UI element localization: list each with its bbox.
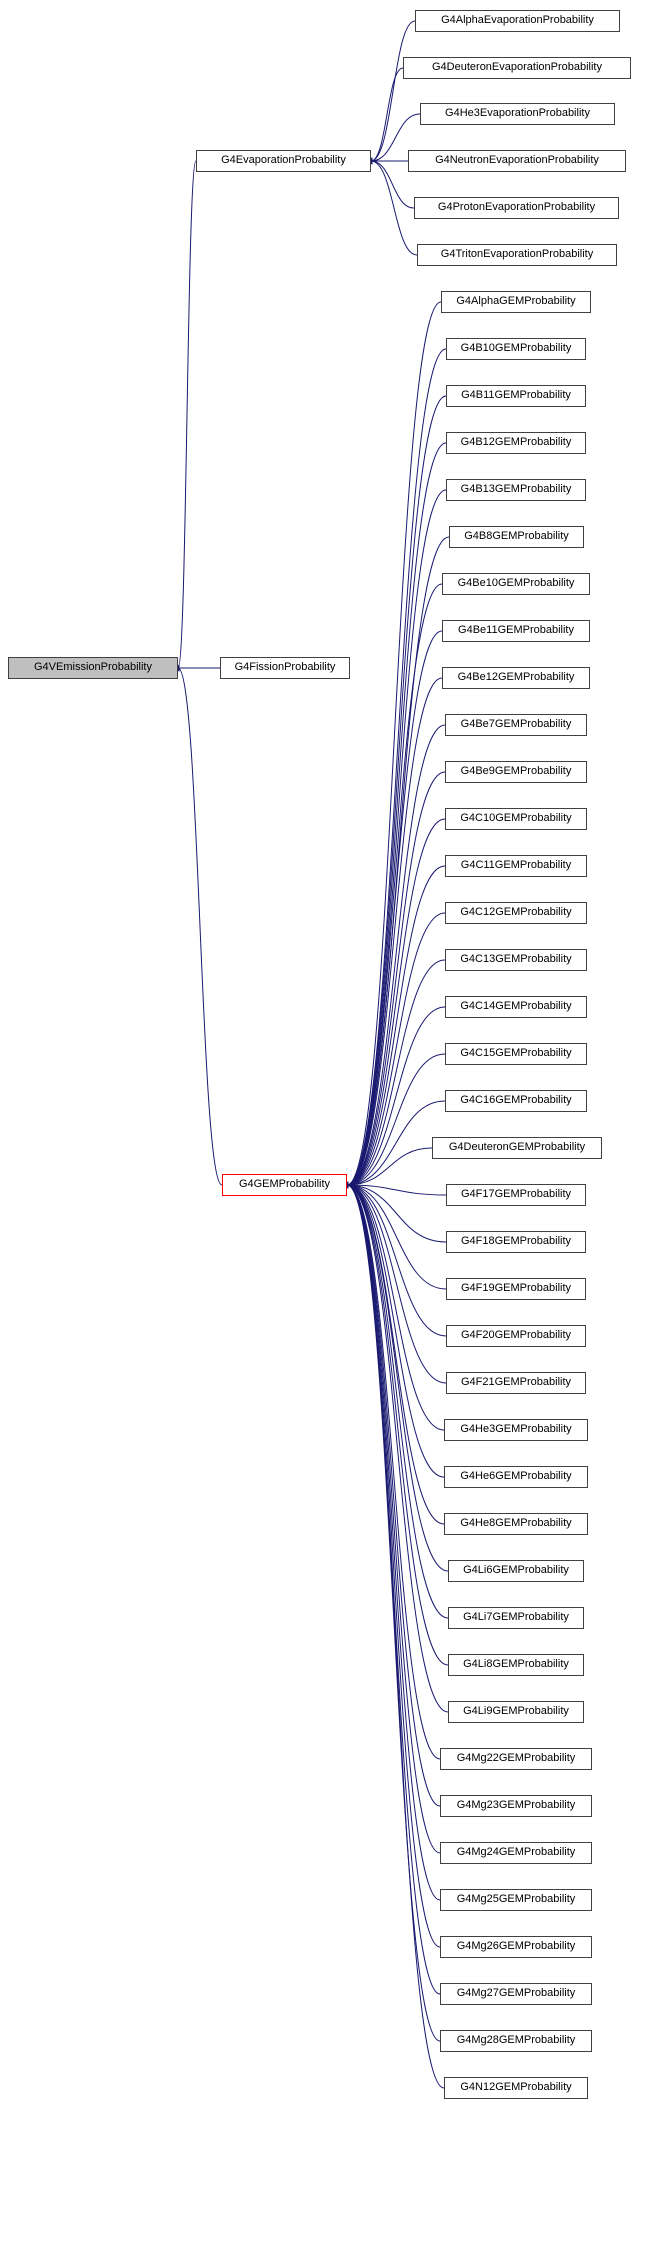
node-gem_alpha[interactable]: G4AlphaGEMProbability: [441, 291, 591, 313]
edge: [347, 819, 445, 1185]
node-evap_deuteron[interactable]: G4DeuteronEvaporationProbability: [403, 57, 631, 79]
edge: [347, 1185, 444, 1477]
node-gem_he6[interactable]: G4He6GEMProbability: [444, 1466, 588, 1488]
node-gem_f18[interactable]: G4F18GEMProbability: [446, 1231, 586, 1253]
node-gem_mg26[interactable]: G4Mg26GEMProbability: [440, 1936, 592, 1958]
node-gem_be10[interactable]: G4Be10GEMProbability: [442, 573, 590, 595]
node-gem_mg22[interactable]: G4Mg22GEMProbability: [440, 1748, 592, 1770]
edge: [347, 1185, 440, 1806]
edge: [347, 1185, 444, 1524]
edge: [347, 1101, 445, 1185]
node-root[interactable]: G4VEmissionProbability: [8, 657, 178, 679]
node-evap_he3[interactable]: G4He3EvaporationProbability: [420, 103, 615, 125]
edge-group: [178, 21, 449, 2088]
node-gem_f20[interactable]: G4F20GEMProbability: [446, 1325, 586, 1347]
edge: [347, 1185, 440, 2041]
edge: [347, 1148, 432, 1185]
edge: [347, 349, 446, 1185]
edge: [347, 1185, 446, 1195]
edge: [347, 1007, 445, 1185]
node-gem_deut[interactable]: G4DeuteronGEMProbability: [432, 1137, 602, 1159]
node-gem_be7[interactable]: G4Be7GEMProbability: [445, 714, 587, 736]
node-gem_li8[interactable]: G4Li8GEMProbability: [448, 1654, 584, 1676]
edge: [347, 443, 446, 1185]
edge: [347, 396, 446, 1185]
edge: [178, 668, 222, 1185]
edge: [347, 631, 442, 1185]
node-gem_c11[interactable]: G4C11GEMProbability: [445, 855, 587, 877]
node-gem_f21[interactable]: G4F21GEMProbability: [446, 1372, 586, 1394]
edge: [347, 1185, 448, 1571]
edge: [347, 1185, 446, 1336]
edge: [347, 960, 445, 1185]
node-gem_f17[interactable]: G4F17GEMProbability: [446, 1184, 586, 1206]
node-gem_li9[interactable]: G4Li9GEMProbability: [448, 1701, 584, 1723]
edge: [347, 490, 446, 1185]
edge: [371, 161, 417, 255]
node-gem_mg28[interactable]: G4Mg28GEMProbability: [440, 2030, 592, 2052]
node-gem_c14[interactable]: G4C14GEMProbability: [445, 996, 587, 1018]
node-gem_c10[interactable]: G4C10GEMProbability: [445, 808, 587, 830]
inheritance-diagram: G4VEmissionProbability G4EvaporationProba…: [0, 0, 664, 2267]
node-gem_li7[interactable]: G4Li7GEMProbability: [448, 1607, 584, 1629]
edge: [347, 302, 441, 1185]
node-evap[interactable]: G4EvaporationProbability: [196, 150, 371, 172]
node-gem_li6[interactable]: G4Li6GEMProbability: [448, 1560, 584, 1582]
edge: [347, 1185, 448, 1665]
edge: [371, 68, 403, 161]
edge: [347, 772, 445, 1185]
node-gem_n12[interactable]: G4N12GEMProbability: [444, 2077, 588, 2099]
node-gem_b12[interactable]: G4B12GEMProbability: [446, 432, 586, 454]
edge: [347, 1185, 440, 1759]
node-gem_he8[interactable]: G4He8GEMProbability: [444, 1513, 588, 1535]
node-evap_alpha[interactable]: G4AlphaEvaporationProbability: [415, 10, 620, 32]
node-gem_c13[interactable]: G4C13GEMProbability: [445, 949, 587, 971]
edge: [347, 1185, 440, 1853]
node-evap_proton[interactable]: G4ProtonEvaporationProbability: [414, 197, 619, 219]
node-gem_be11[interactable]: G4Be11GEMProbability: [442, 620, 590, 642]
edge: [347, 866, 445, 1185]
node-gem_be12[interactable]: G4Be12GEMProbability: [442, 667, 590, 689]
node-gem_b8[interactable]: G4B8GEMProbability: [449, 526, 584, 548]
node-gem_mg27[interactable]: G4Mg27GEMProbability: [440, 1983, 592, 2005]
edge: [178, 161, 196, 668]
edge: [347, 1054, 445, 1185]
edge: [347, 1185, 446, 1383]
node-gem_c15[interactable]: G4C15GEMProbability: [445, 1043, 587, 1065]
node-fiss[interactable]: G4FissionProbability: [220, 657, 350, 679]
node-evap_neutron[interactable]: G4NeutronEvaporationProbability: [408, 150, 626, 172]
edge: [347, 913, 445, 1185]
node-gem_c12[interactable]: G4C12GEMProbability: [445, 902, 587, 924]
edge: [347, 1185, 448, 1712]
edge: [347, 584, 442, 1185]
node-gem_c16[interactable]: G4C16GEMProbability: [445, 1090, 587, 1112]
edge: [347, 1185, 444, 1430]
edge: [347, 1185, 440, 1947]
node-gem_be9[interactable]: G4Be9GEMProbability: [445, 761, 587, 783]
node-gem[interactable]: G4GEMProbability: [222, 1174, 347, 1196]
edge: [347, 678, 442, 1185]
node-gem_b11[interactable]: G4B11GEMProbability: [446, 385, 586, 407]
edge: [347, 1185, 440, 1994]
edge: [347, 1185, 440, 1900]
edge: [347, 725, 445, 1185]
node-evap_triton[interactable]: G4TritonEvaporationProbability: [417, 244, 617, 266]
edge: [371, 21, 415, 161]
node-gem_he3[interactable]: G4He3GEMProbability: [444, 1419, 588, 1441]
edge: [347, 1185, 446, 1289]
edge: [347, 537, 449, 1185]
edge: [347, 1185, 448, 1618]
node-gem_mg23[interactable]: G4Mg23GEMProbability: [440, 1795, 592, 1817]
node-gem_mg24[interactable]: G4Mg24GEMProbability: [440, 1842, 592, 1864]
edge: [347, 1185, 444, 2088]
node-gem_mg25[interactable]: G4Mg25GEMProbability: [440, 1889, 592, 1911]
node-gem_b10[interactable]: G4B10GEMProbability: [446, 338, 586, 360]
edge: [347, 1185, 446, 1242]
node-gem_b13[interactable]: G4B13GEMProbability: [446, 479, 586, 501]
node-gem_f19[interactable]: G4F19GEMProbability: [446, 1278, 586, 1300]
